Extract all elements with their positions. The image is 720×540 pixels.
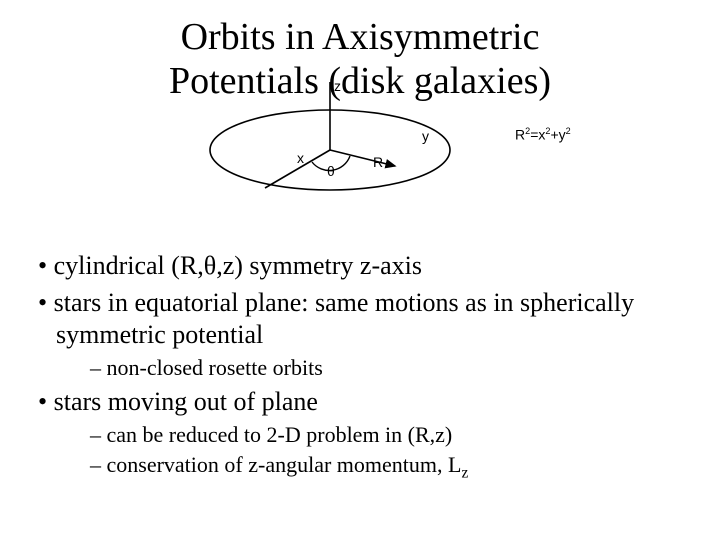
bullet-2-sublist: non-closed rosette orbits	[56, 354, 690, 383]
label-y: y	[422, 128, 429, 144]
title-line-1: Orbits in Axisymmetric	[181, 16, 540, 58]
bullet-3-text: stars moving out of plane	[54, 387, 318, 416]
equation-r2: R2=x2+y2	[515, 126, 571, 143]
eq-R: R	[515, 127, 525, 143]
bullet-2-sub-1: non-closed rosette orbits	[56, 354, 690, 383]
label-R: R	[373, 154, 383, 170]
bullet-3-sub-2-subscript: z	[461, 465, 468, 482]
bullet-1: cylindrical (R,θ,z) symmetry z-axis	[30, 250, 690, 283]
bullet-list: cylindrical (R,θ,z) symmetry z-axis star…	[30, 250, 690, 484]
bullet-3-sub-2: conservation of z-angular momentum, Lz	[56, 451, 690, 483]
bullet-3-sublist: can be reduced to 2-D problem in (R,z) c…	[56, 421, 690, 484]
eq-plusy: +y	[550, 127, 565, 143]
bullet-2-sub-1-text: non-closed rosette orbits	[107, 355, 323, 380]
label-theta: θ	[327, 163, 335, 179]
diagram-svg	[205, 90, 465, 210]
bullet-2: stars in equatorial plane: same motions …	[30, 287, 690, 383]
bullet-content: cylindrical (R,θ,z) symmetry z-axis star…	[30, 250, 690, 488]
eq-eqx: =x	[530, 127, 545, 143]
bullet-3-sub-2-text: conservation of z-angular momentum, L	[107, 452, 462, 477]
coordinate-diagram: z x y R θ R2=x2+y2	[205, 90, 545, 210]
label-x: x	[297, 150, 304, 166]
bullet-3: stars moving out of plane can be reduced…	[30, 386, 690, 484]
bullet-3-sub-1: can be reduced to 2-D problem in (R,z)	[56, 421, 690, 450]
eq-sup2c: 2	[566, 126, 571, 136]
label-z: z	[334, 78, 341, 94]
slide-root: Orbits in Axisymmetric Potentials (disk …	[0, 0, 720, 540]
r-vector-arrow	[330, 150, 395, 166]
bullet-1-text: cylindrical (R,θ,z) symmetry z-axis	[54, 251, 422, 280]
bullet-3-sub-1-text: can be reduced to 2-D problem in (R,z)	[107, 422, 453, 447]
bullet-2-text: stars in equatorial plane: same motions …	[54, 288, 635, 350]
